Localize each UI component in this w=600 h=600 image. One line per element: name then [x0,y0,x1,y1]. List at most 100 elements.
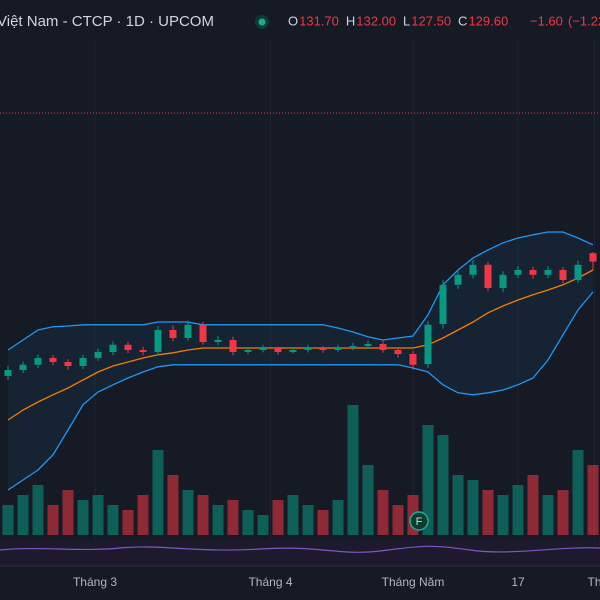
status-dot [258,18,266,26]
x-tick-label: Th [587,575,600,589]
volume-bar [302,505,314,535]
x-tick-label: Tháng 4 [248,575,292,589]
candle-body [364,344,372,346]
x-tick-label: Tháng 3 [73,575,117,589]
candle-body [409,354,417,365]
x-tick-label: Tháng Năm [382,575,445,589]
volume-bar [197,495,209,535]
volume-bar [482,490,494,535]
volume-bar [47,505,59,535]
candle-body [259,348,267,350]
volume-bar [182,490,194,535]
candle-body [274,348,282,352]
rsi-line [0,545,600,553]
candle-body [94,352,102,358]
candle-body [109,344,117,352]
volume-bar [17,495,29,535]
volume-bar [152,450,164,535]
candle-body [229,340,237,352]
field-value: 129.60 [468,13,508,28]
candle-body [469,264,477,275]
candle-body [559,270,567,280]
candle-body [334,348,342,350]
volume-bar [242,510,254,535]
volume-bar [122,510,134,535]
field-key: O [288,13,298,28]
volume-bar [257,515,269,535]
candle-body [544,270,552,275]
volume-bar [422,425,434,535]
volume-bar [467,480,479,535]
volume-bar [557,490,569,535]
candle-body [49,358,57,362]
candle-body [379,344,387,350]
change: −1.60 [530,13,563,28]
volume-bar [92,495,104,535]
candle-body [454,274,462,285]
field-key: H [346,13,355,28]
band-upper [7,231,594,351]
band-lower [7,291,594,491]
candle-body [394,350,402,354]
volume-bar [212,505,224,535]
volume-bar [512,485,524,535]
volume-bar [377,490,389,535]
field-key: L [403,13,410,28]
change-pct: (−1.22 [568,13,600,28]
candle-body [244,350,252,352]
field-value: 132.00 [356,13,396,28]
volume-bar [437,435,449,535]
volume-bar [572,450,584,535]
volume-bar [332,500,344,535]
field-value: 131.70 [299,13,339,28]
volume-bar [2,505,14,535]
rsi-pane [0,540,600,566]
candle-body [304,348,312,350]
volume-bar [107,505,119,535]
candle-body [514,270,522,275]
volume-bar [317,510,329,535]
plot: Tháng 3 Tháng 4 Tháng Năm 17 Th F [0,112,600,589]
candle-body [139,350,147,352]
field-key: C [458,13,467,28]
candle-body [349,346,357,348]
volume-bar [527,475,539,535]
candle-body [439,284,447,324]
grid [94,40,595,566]
candle-body [19,364,27,370]
moving-average [7,269,594,421]
band-fill [8,232,593,490]
candle-body [79,358,87,366]
volume-bar [227,500,239,535]
candle-body [64,362,72,366]
field-value: 127.50 [411,13,451,28]
x-tick-label: 17 [511,575,525,589]
candle-body [484,264,492,288]
candle-body [34,358,42,365]
candle-body [589,253,597,262]
volume-bar [497,495,509,535]
volume-bar [347,405,359,535]
event-marker-label: F [416,516,423,528]
candle-body [184,324,192,338]
ohlc-fields: O 131.70 H 132.00 L 127.50 C 129.60 [288,13,508,28]
volume-bar [392,505,404,535]
candle-body [319,348,327,350]
candle-body [424,324,432,364]
candle-body [124,344,132,350]
volume-bar [542,495,554,535]
candle-body [169,330,177,338]
volume-bar [167,475,179,535]
volume-bar [287,495,299,535]
candle-body [199,324,207,342]
volume-bar [362,465,374,535]
candle-body [499,274,507,288]
volume-bar [62,490,74,535]
header: Việt Nam - CTCP · 1D · UPCOM O 131.70 H 132… [0,13,600,30]
volume-bar [452,475,464,535]
candle-body [154,330,162,352]
candle-body [4,370,12,376]
candle-body [529,270,537,275]
volume-bar [137,495,149,535]
candle-body [214,340,222,342]
